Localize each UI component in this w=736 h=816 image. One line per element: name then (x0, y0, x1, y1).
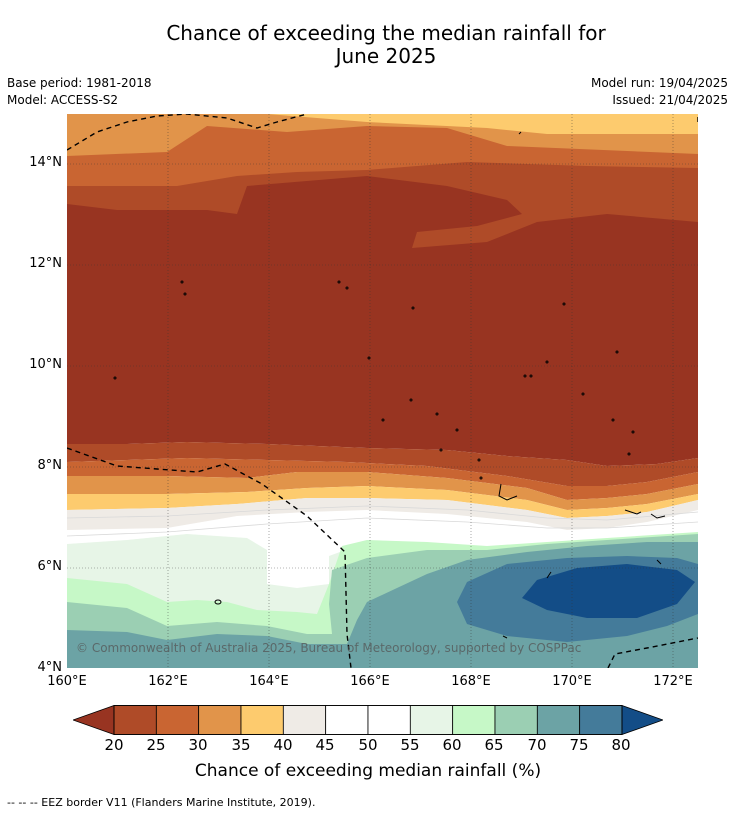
meta-left: Base period: 1981-2018 Model: ACCESS-S2 (7, 75, 152, 109)
colorbar-tick-50: 50 (358, 736, 378, 754)
colorbar-cell (325, 705, 369, 735)
lon-label-160: 160°E (47, 674, 87, 689)
lon-label-162: 162°E (148, 674, 188, 689)
colorbar-cell (579, 705, 623, 735)
lat-label-14: 14°N (29, 155, 62, 170)
eez-legend: -- -- -- EEZ border V11 (Flanders Marine… (7, 796, 316, 809)
colorbar-cell (282, 705, 327, 735)
title-line-2: June 2025 (335, 44, 437, 68)
issued-date: Issued: 21/04/2025 (612, 93, 728, 107)
colorbar-tick-40: 40 (273, 736, 293, 754)
colorbar-svg (71, 704, 665, 736)
colorbar-tick-70: 70 (527, 736, 547, 754)
lon-label-164: 164°E (249, 674, 289, 689)
colorbar-label: Chance of exceeding median rainfall (%) (194, 761, 542, 781)
eez-border (67, 114, 698, 668)
islands (113, 131, 666, 639)
band-20-25-bottom (67, 442, 698, 486)
band-30-35-bottom (67, 472, 698, 510)
colorbar-tick-60: 60 (442, 736, 462, 754)
colorbar-cell (494, 705, 538, 735)
colorbar-tick-45: 45 (315, 736, 335, 754)
colorbar-tick-35: 35 (231, 736, 251, 754)
lat-label-12: 12°N (29, 256, 62, 271)
colorbar-cells (71, 704, 665, 736)
map-svg (67, 114, 698, 668)
base-period: Base period: 1981-2018 (7, 76, 152, 90)
colorbar (71, 704, 665, 739)
colorbar-cell (536, 705, 581, 735)
lat-label-8: 8°N (37, 458, 63, 473)
colorbar-tick-25: 25 (146, 736, 166, 754)
colorbar-cell (240, 705, 284, 735)
lat-label-6: 6°N (37, 559, 63, 574)
lat-label-4: 4°N (37, 660, 63, 675)
lon-label-170: 170°E (552, 674, 592, 689)
band-40-45 (67, 498, 698, 530)
map-title: Chance of exceeding the median rainfall … (0, 22, 736, 68)
contour-line (67, 517, 698, 537)
model-name: Model: ACCESS-S2 (7, 93, 119, 107)
colorbar-cell (155, 705, 200, 735)
copyright-notice: © Commonwealth of Australia 2025, Bureau… (76, 641, 582, 655)
colorbar-tick-65: 65 (484, 736, 504, 754)
colorbar-tick-75: 75 (569, 736, 589, 754)
colorbar-cell (113, 705, 157, 735)
colorbar-tick-55: 55 (400, 736, 420, 754)
lon-label-166: 166°E (350, 674, 390, 689)
colorbar-tick-30: 30 (188, 736, 208, 754)
colorbar-cell (198, 705, 242, 735)
band-25-30-bottom (67, 458, 698, 500)
title-line-1: Chance of exceeding the median rainfall … (166, 21, 606, 45)
contour-line (67, 505, 698, 521)
colorbar-arrow-high (621, 704, 665, 736)
rainfall-map (67, 114, 698, 668)
gridlines (67, 114, 698, 668)
colorbar-tick-20: 20 (104, 736, 124, 754)
band-below-20 (67, 176, 698, 466)
lon-label-172: 172°E (653, 674, 693, 689)
colorbar-cell (409, 705, 454, 735)
colorbar-arrow-low (71, 704, 115, 736)
colorbar-cell (452, 705, 496, 735)
band-35-40-bottom (67, 486, 698, 518)
lon-label-168: 168°E (451, 674, 491, 689)
model-run: Model run: 19/04/2025 (590, 76, 728, 90)
colorbar-tick-80: 80 (611, 736, 631, 754)
band-above-80 (522, 564, 695, 618)
colorbar-cell (367, 705, 411, 735)
lat-label-10: 10°N (29, 357, 62, 372)
colorbar-frame (113, 705, 623, 735)
meta-right: Model run: 19/04/2025 Issued: 21/04/2025 (591, 75, 728, 109)
